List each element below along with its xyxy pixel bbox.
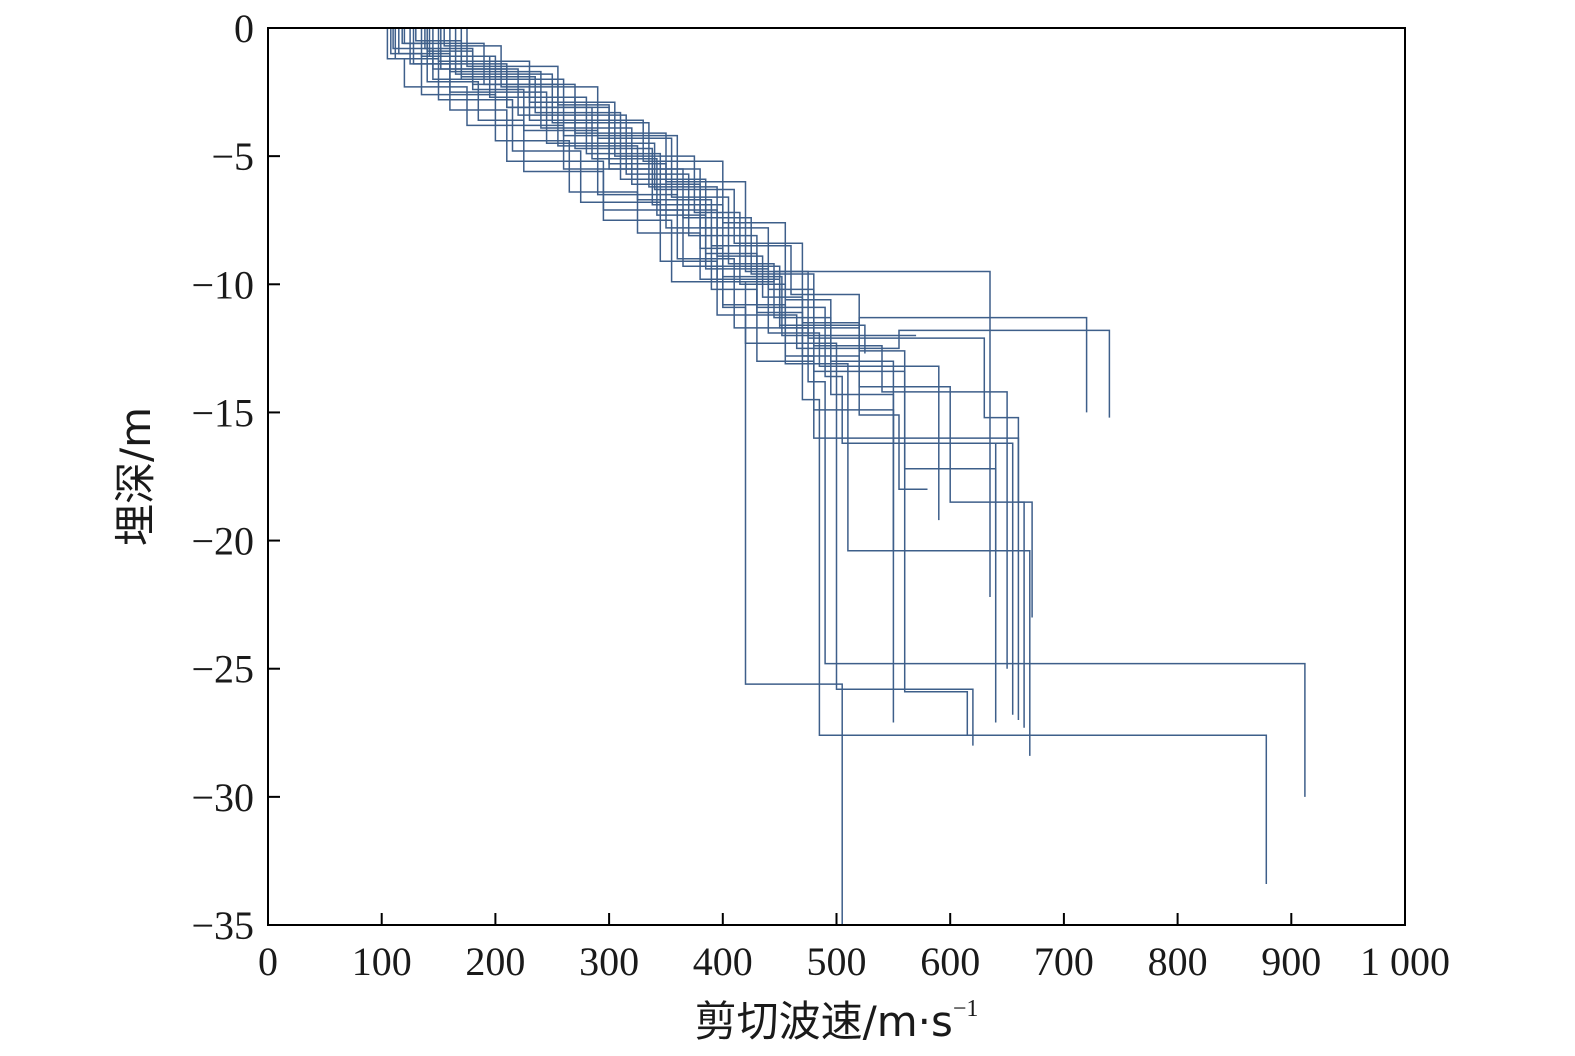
series-layer [386,28,1306,925]
y-tick-label: 0 [234,6,254,51]
x-axis-title: 剪切波速/m·s−1 [695,996,979,1046]
x-tick-label: 900 [1261,939,1321,984]
velocity-profile-18 [401,28,974,746]
velocity-profile-22 [440,28,866,354]
x-tick-label: 200 [465,939,525,984]
velocity-profile-7 [415,28,997,723]
x-tick-label: 300 [579,939,639,984]
x-tick-label: 1 000 [1360,939,1450,984]
x-axis-title-exponent: −1 [953,996,979,1022]
velocity-profile-13 [454,28,928,491]
y-tick-label: −20 [191,519,254,564]
y-tick-label: −15 [191,390,254,435]
x-tick-label: 100 [352,939,412,984]
y-tick-label: −35 [191,903,254,948]
x-tick-label: 600 [920,939,980,984]
y-tick-label: −30 [191,775,254,820]
x-tick-label: 800 [1148,939,1208,984]
velocity-profile-4 [403,28,1033,618]
velocity-profile-5 [409,28,1008,669]
velocity-profile-3 [398,28,1025,728]
x-tick-label: 500 [807,939,867,984]
x-axis-ticks: 0 100 200 300 400 500 600 700 800 900 1 000 [258,913,1450,984]
velocity-profile-10 [437,28,1020,720]
velocity-profile-11 [443,28,895,723]
x-tick-label: 700 [1034,939,1094,984]
y-tick-label: −10 [191,262,254,307]
velocity-profile-17 [394,28,1111,418]
y-axis-ticks: 0 −5 −10 −15 −20 −25 −30 −35 [191,6,280,948]
x-axis-title-text: 剪切波速/m·s [695,997,953,1046]
x-tick-label: 400 [693,939,753,984]
velocity-profile-8 [426,28,1306,797]
velocity-profile-9 [432,28,1268,884]
velocity-profile-20 [424,28,969,736]
x-tick-label: 0 [258,939,278,984]
velocity-profile-19 [412,28,1030,552]
velocity-profile-15 [466,28,905,552]
y-tick-label: −25 [191,647,254,692]
y-axis-title: 埋深/m [111,407,160,546]
y-tick-label: −5 [211,134,254,179]
velocity-profile-2 [392,28,1014,715]
velocity-profile-12 [449,28,843,925]
